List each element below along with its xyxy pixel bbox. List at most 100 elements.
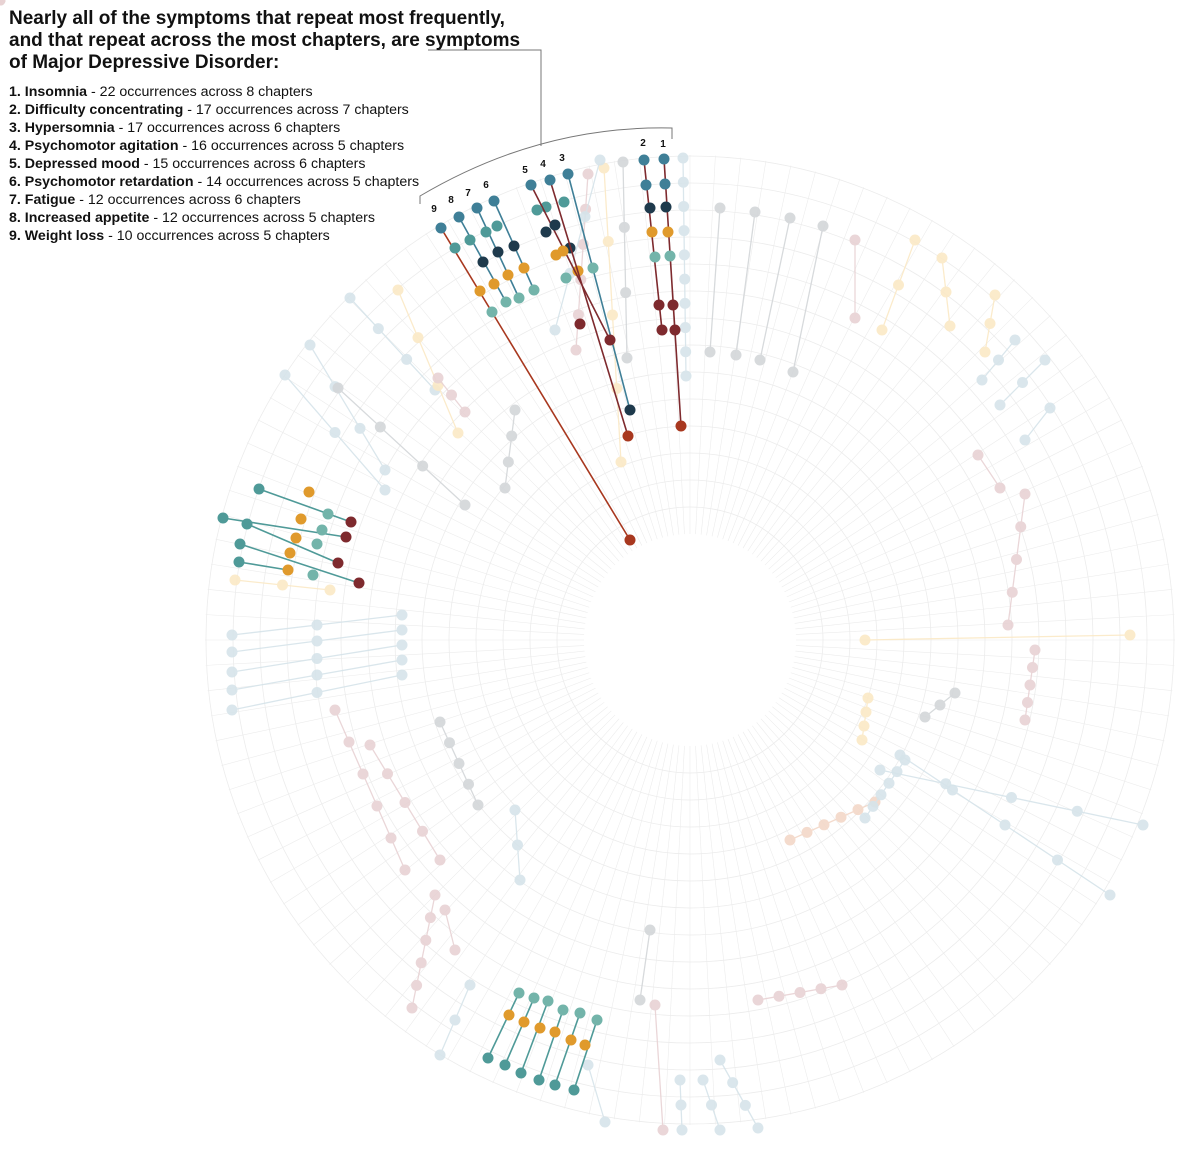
occurrence-dot: [446, 389, 457, 401]
occurrence-dot: [667, 299, 679, 311]
occurrence-dot: [311, 653, 323, 664]
symptom-spoke: [1019, 644, 1041, 726]
occurrence-dot: [794, 987, 806, 998]
symptom-spoke: [634, 924, 656, 1006]
symptom-spoke: [549, 154, 606, 336]
symptom-spoke: [1019, 402, 1056, 446]
occurrence-dot: [396, 609, 408, 621]
occurrence-dot: [706, 1099, 717, 1111]
symptom-spoke: [617, 156, 633, 364]
grid-spoke: [772, 706, 1068, 946]
occurrence-dot: [662, 226, 674, 238]
occurrence-dot: [477, 256, 489, 268]
occurrence-dot: [624, 534, 636, 546]
legend-item: 4. Psychomotor agitation - 16 occurrence…: [9, 137, 419, 155]
occurrence-dot: [849, 234, 861, 246]
spoke-line: [504, 997, 535, 1066]
occurrence-dot: [324, 584, 336, 596]
occurrence-dot: [659, 178, 671, 190]
spoke-line: [504, 409, 516, 489]
occurrence-dot: [582, 1059, 594, 1071]
symptom-spoke: [549, 1007, 586, 1091]
occurrence-dot: [574, 318, 586, 330]
grid-spoke: [695, 155, 716, 535]
occurrence-dot: [514, 874, 526, 886]
occurrence-dot: [676, 1124, 688, 1136]
occurrence-dot: [509, 404, 521, 416]
occurrence-dot: [1124, 629, 1136, 641]
symptom-spoke: [979, 289, 1001, 358]
occurrence-dot: [311, 635, 323, 647]
occurrence-dot: [226, 704, 238, 716]
spoke-line: [549, 179, 629, 437]
occurrence-dot: [549, 1026, 561, 1038]
spoke-line: [239, 543, 360, 584]
grid-spoke: [695, 745, 716, 1125]
occurrence-dot: [303, 486, 315, 498]
occurrence-dot: [1006, 586, 1018, 598]
occurrence-dot: [618, 221, 630, 233]
occurrence-dot: [1071, 805, 1083, 817]
grid-spoke: [732, 196, 888, 544]
occurrence-dot: [343, 736, 355, 748]
occurrence-dot: [1011, 554, 1022, 565]
occurrence-dot: [459, 406, 471, 418]
legend-rank: 6.: [9, 174, 21, 190]
grid-spoke: [711, 743, 792, 1115]
occurrence-dot: [374, 421, 386, 433]
spoke-line: [682, 157, 687, 377]
grid-spoke: [727, 738, 865, 1093]
occurrence-dot: [649, 999, 661, 1011]
occurrence-dot: [488, 278, 500, 290]
grid-spoke: [756, 262, 996, 558]
spoke-line: [538, 1009, 564, 1081]
grid-spoke: [469, 207, 643, 546]
occurrence-dot: [572, 309, 584, 321]
grid-spoke: [210, 563, 586, 624]
legend-detail: - 17 occurrences across 7 chapters: [183, 102, 409, 118]
rank-label: 1: [660, 139, 666, 150]
grid-spoke: [788, 677, 1143, 815]
occurrence-dot: [513, 987, 525, 999]
occurrence-dot: [752, 994, 764, 1006]
grid-spoke: [742, 731, 933, 1061]
grid-spoke: [794, 656, 1170, 717]
occurrence-dot: [544, 174, 556, 186]
grid-spoke: [515, 738, 653, 1093]
occurrence-dot: [399, 864, 411, 876]
occurrence-dot: [435, 222, 447, 234]
occurrence-dot: [396, 669, 408, 681]
symptom-spoke: [226, 609, 408, 641]
grid-spoke: [784, 687, 1123, 861]
spoke-line: [238, 561, 289, 571]
occurrence-dot: [565, 1034, 577, 1046]
occurrence-dot: [859, 812, 871, 824]
occurrence-dot: [591, 1014, 603, 1026]
occurrence-dot: [680, 346, 692, 358]
symptom-spoke: [859, 629, 1136, 646]
grid-spoke: [283, 697, 602, 905]
occurrence-dot: [599, 1116, 611, 1128]
occurrence-dot: [653, 299, 665, 311]
occurrence-dot: [649, 251, 661, 263]
occurrence-dot: [657, 1124, 669, 1136]
occurrence-dot: [217, 512, 229, 524]
grid-spoke: [790, 672, 1152, 791]
occurrence-dot: [679, 297, 691, 309]
occurrence-dot: [482, 1052, 494, 1064]
occurrence-dot: [604, 334, 616, 346]
occurrence-dot: [354, 422, 366, 434]
occurrence-dot: [972, 449, 984, 461]
occurrence-dot: [677, 176, 689, 188]
grid-spoke: [764, 296, 1034, 566]
occurrence-dot: [382, 768, 393, 780]
grid-spoke: [706, 160, 767, 536]
spoke-line: [622, 161, 628, 359]
occurrence-dot: [488, 195, 500, 207]
occurrence-dot: [518, 1016, 530, 1028]
grid-spoke: [756, 722, 996, 1018]
occurrence-dot: [818, 819, 830, 831]
spoke-line: [663, 158, 682, 427]
symptom-spoke: [471, 202, 525, 304]
grid-spoke: [384, 722, 624, 1018]
